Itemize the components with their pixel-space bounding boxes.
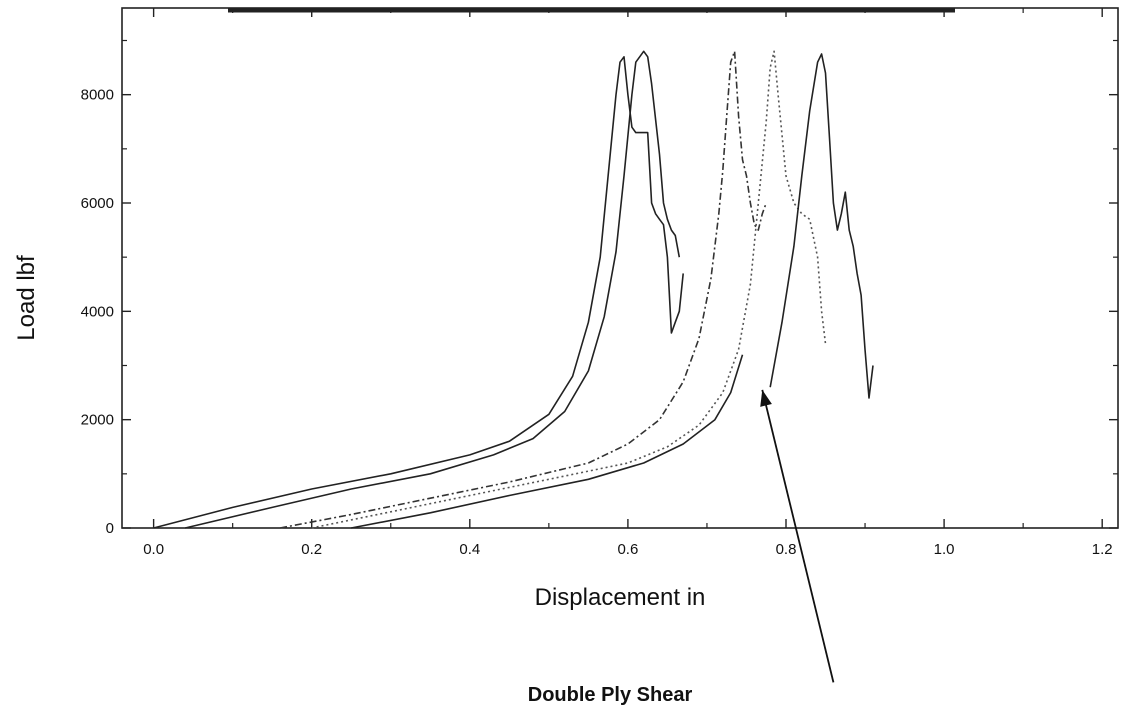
chart-caption: Double Ply Shear (528, 684, 693, 706)
plot-area-border (121, 7, 1119, 529)
series-line-2 (185, 50, 681, 529)
annotation-layer (760, 389, 835, 683)
y-tick-label: 0 (106, 520, 114, 537)
series-line-1 (153, 56, 684, 529)
x-tick-label: 1.2 (1092, 541, 1113, 558)
series-line-4 (311, 50, 827, 529)
x-tick-label: 0.6 (617, 541, 638, 558)
x-tick-label: 0.2 (301, 541, 322, 558)
x-tick-label: 1.0 (934, 541, 955, 558)
y-axis-title: Load lbf (13, 255, 40, 341)
x-tick-label: 0.4 (459, 541, 480, 558)
y-tick-label: 2000 (81, 412, 114, 429)
plot-frame (121, 7, 1119, 529)
annotation-arrow-shaft (761, 389, 835, 683)
x-axis-title: Displacement in (535, 584, 706, 611)
x-tick-label: 0.8 (776, 541, 797, 558)
y-tick-label: 4000 (81, 303, 114, 320)
series-line-5 (351, 354, 744, 529)
series-line-6 (769, 53, 874, 399)
x-axis-ticks: 0.0 0.2 0.4 0.6 0.8 1.0 1.2 (143, 8, 1113, 558)
y-tick-label: 6000 (81, 195, 114, 212)
annotation-arrow-head (760, 389, 772, 407)
series-line-3 (279, 50, 767, 529)
y-tick-label: 8000 (81, 87, 114, 104)
y-axis-ticks: 0 2000 4000 6000 8000 (81, 39, 1118, 537)
x-tick-label: 0.0 (143, 541, 164, 558)
series-layer (153, 50, 874, 529)
